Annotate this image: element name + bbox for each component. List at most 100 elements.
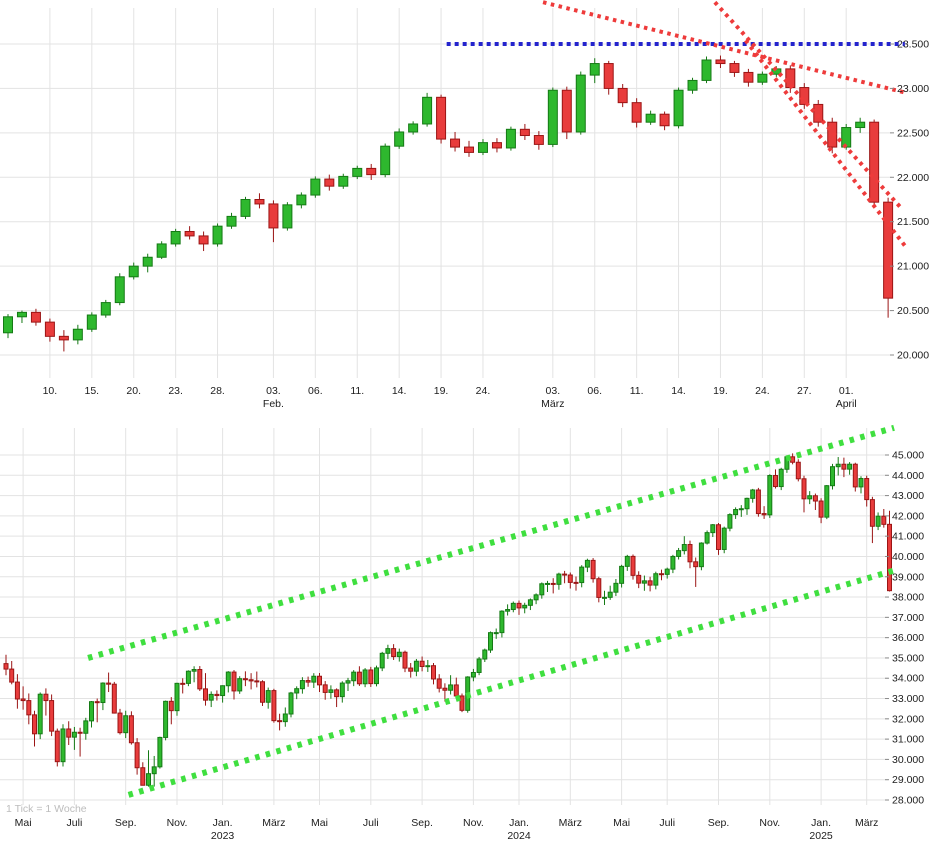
candle <box>282 202 293 231</box>
candle <box>242 671 248 687</box>
candle <box>482 648 488 662</box>
x-axis-label: März <box>262 817 285 829</box>
candles <box>3 453 892 787</box>
x-axis-label: 01. <box>839 385 854 397</box>
candle <box>14 674 20 709</box>
candle <box>142 253 153 273</box>
y-axis-label: 21.000 <box>897 261 929 273</box>
y-axis-label: 22.000 <box>897 172 929 184</box>
candle <box>464 140 475 157</box>
x-axis-label: 19. <box>713 385 728 397</box>
y-axis-label: 41.000 <box>892 531 924 543</box>
candle <box>157 736 163 769</box>
y-axis-label: 23.500 <box>897 39 929 51</box>
candle <box>3 654 9 676</box>
x-axis-sublabel: 2025 <box>809 830 833 842</box>
y-axis-label: 44.000 <box>892 470 924 482</box>
candle <box>44 318 55 342</box>
candle <box>288 691 294 718</box>
x-axis-label: Sep. <box>708 817 730 829</box>
candle <box>613 578 619 597</box>
candle <box>738 505 744 517</box>
candle <box>858 476 864 494</box>
candle <box>664 567 670 579</box>
candle <box>277 713 283 731</box>
candle <box>522 602 528 614</box>
candle <box>322 681 328 700</box>
candle <box>111 681 117 714</box>
y-axis-label: 34.000 <box>892 673 924 685</box>
candle <box>755 487 761 517</box>
y-axis-label: 21.500 <box>897 216 929 228</box>
candle <box>442 683 448 702</box>
candle <box>184 226 195 240</box>
y-axis-label: 36.000 <box>892 632 924 644</box>
x-axis-sublabel: 2024 <box>507 830 531 842</box>
candle <box>151 755 157 787</box>
candle <box>636 571 642 589</box>
candle <box>54 728 60 767</box>
y-axis-label: 42.000 <box>892 510 924 522</box>
candle <box>254 671 260 688</box>
y-axis-label: 22.500 <box>897 127 929 139</box>
candle <box>715 55 726 68</box>
candle <box>813 99 824 127</box>
x-axis-label: 23. <box>168 385 183 397</box>
y-axis-label: 28.000 <box>892 795 924 807</box>
x-axis-sublabel: Feb. <box>263 398 284 410</box>
y-axis-label: 45.000 <box>892 450 924 462</box>
candle <box>94 698 100 723</box>
x-axis-label: März <box>855 817 878 829</box>
candle <box>58 330 69 352</box>
y-axis-label: 31.000 <box>892 734 924 746</box>
candle <box>561 86 572 140</box>
candle <box>710 524 716 537</box>
candle <box>368 666 374 687</box>
candle <box>687 540 693 569</box>
candle <box>362 668 368 688</box>
candle <box>366 163 377 180</box>
candle <box>413 658 419 677</box>
x-axis-label: Juli <box>659 817 675 829</box>
candle <box>729 60 740 77</box>
candle <box>855 117 866 133</box>
candle <box>345 677 351 692</box>
candle <box>212 223 223 247</box>
candle <box>43 688 49 716</box>
candle <box>510 601 516 613</box>
candle <box>757 71 768 85</box>
y-axis-label: 29.000 <box>892 774 924 786</box>
candle <box>630 554 636 580</box>
x-axis-label: Sep. <box>411 817 433 829</box>
candle <box>887 510 892 592</box>
candle <box>624 554 630 571</box>
candle <box>30 308 41 326</box>
candles <box>3 55 894 352</box>
candle <box>128 711 134 745</box>
weekly-candlestick-chart[interactable]: 45.000 44.000 43.000 42.000 41.000 40.000 39.0… <box>0 414 941 856</box>
candle <box>812 493 818 510</box>
candle <box>311 673 317 688</box>
candle <box>37 692 43 740</box>
candle <box>191 666 197 683</box>
candle <box>477 139 488 156</box>
candle <box>260 680 265 707</box>
daily-candlestick-chart[interactable]: 23.500 23.000 22.500 22.000 21.500 21.000 20.5… <box>0 0 941 414</box>
candle <box>123 710 129 739</box>
y-axis-label: 32.000 <box>892 713 924 725</box>
x-axis-label: 20. <box>126 385 141 397</box>
candle <box>835 457 841 476</box>
candle <box>716 522 721 555</box>
x-axis-sublabel: April <box>836 398 857 410</box>
candle <box>807 491 813 505</box>
candle <box>631 98 642 128</box>
candle <box>767 474 773 518</box>
candle <box>491 138 502 153</box>
y-axis-label: 20.000 <box>897 350 929 362</box>
candle <box>117 708 123 735</box>
candle <box>761 506 767 519</box>
candle <box>226 212 237 229</box>
candle <box>425 659 431 672</box>
